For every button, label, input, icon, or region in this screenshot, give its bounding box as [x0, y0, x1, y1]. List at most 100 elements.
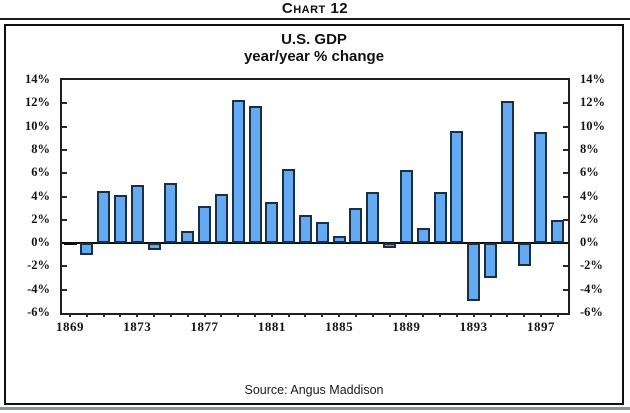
x-tick — [186, 313, 189, 317]
y-axis-label-left: 6% — [31, 165, 50, 180]
y-axis-label-right: 2% — [580, 211, 599, 226]
bar-1876 — [181, 231, 195, 244]
y-axis-label-left: -2% — [27, 258, 50, 273]
y-axis-label-right: 6% — [580, 165, 599, 180]
y-axis-label-right: 0% — [580, 235, 599, 250]
x-tick — [169, 313, 172, 317]
bar-1881 — [265, 202, 279, 244]
y-tick-right — [563, 148, 568, 151]
x-tick — [321, 313, 324, 317]
y-tick-left — [62, 195, 67, 198]
x-axis-label: 1885 — [325, 319, 354, 334]
x-tick — [422, 313, 425, 317]
bar-1884 — [315, 222, 329, 244]
bar-1871 — [97, 190, 111, 244]
bar-1891 — [433, 191, 447, 244]
bar-1879 — [231, 99, 245, 244]
bar-1897 — [534, 132, 548, 244]
x-tick — [388, 313, 391, 317]
y-axis-label-right: 12% — [580, 95, 605, 110]
bar-1883 — [298, 215, 312, 244]
x-axis-label: 1881 — [257, 319, 286, 334]
x-tick — [539, 313, 542, 317]
bar-1895 — [500, 100, 514, 244]
bar-1892 — [450, 131, 464, 244]
bar-1889 — [399, 169, 413, 244]
x-axis-label: 1893 — [459, 319, 488, 334]
x-tick — [119, 313, 122, 317]
bar-1896 — [517, 243, 531, 267]
bar-1886 — [349, 208, 363, 244]
source-note: Source: Angus Maddison — [244, 383, 384, 397]
x-tick — [287, 313, 290, 317]
y-axis-label-right: -6% — [580, 305, 603, 319]
x-tick — [556, 313, 559, 317]
y-tick-left — [62, 288, 67, 291]
y-axis-label-left: 14% — [25, 72, 50, 86]
y-axis-label-left: 4% — [31, 188, 50, 203]
x-tick — [220, 313, 223, 317]
bar-1877 — [198, 205, 212, 244]
y-tick-right — [563, 102, 568, 105]
x-tick — [85, 313, 88, 317]
x-tick — [371, 313, 374, 317]
x-tick — [102, 313, 105, 317]
bar-1882 — [282, 168, 296, 244]
x-tick — [203, 313, 206, 317]
y-tick-right — [563, 265, 568, 268]
zero-line — [62, 242, 568, 245]
y-tick-right — [563, 172, 568, 175]
x-axis-label: 1889 — [392, 319, 421, 334]
y-axis-label-left: 0% — [31, 235, 50, 250]
y-tick-left — [62, 148, 67, 151]
y-tick-left — [62, 172, 67, 175]
bar-1870 — [80, 243, 94, 255]
bar-1888 — [383, 243, 397, 248]
y-axis-label-left: 10% — [25, 118, 50, 133]
bar-1893 — [467, 243, 481, 302]
y-axis-label-left: 8% — [31, 141, 50, 156]
y-tick-left — [62, 265, 67, 268]
y-axis-label-right: -2% — [580, 258, 603, 273]
plot-area: 14% 14% 12% 12% 10% 10% 8% 8% 6% 6% 4% 4% 2% 2% 0% 0% -2… — [25, 72, 605, 334]
x-tick — [506, 313, 509, 317]
chart-subtitle: year/year % change — [243, 48, 385, 65]
x-tick — [153, 313, 156, 317]
y-tick-right — [563, 218, 568, 221]
x-axis-label: 1877 — [190, 319, 219, 334]
y-axis-label-right: -4% — [580, 281, 603, 296]
page-bottom-divider — [0, 407, 630, 410]
bar-1875 — [164, 182, 178, 244]
x-tick — [523, 313, 526, 317]
bar-1873 — [130, 184, 144, 244]
y-axis-label-right: 4% — [580, 188, 599, 203]
bar-1890 — [416, 227, 430, 244]
bar-1872 — [113, 195, 127, 244]
x-tick — [237, 313, 240, 317]
y-tick-left — [62, 125, 67, 128]
bar-1880 — [248, 105, 262, 244]
bar-1885 — [332, 236, 346, 244]
x-axis-label: 1873 — [123, 319, 152, 334]
bar-1878 — [214, 194, 228, 244]
y-tick-right — [563, 195, 568, 198]
y-axis-label-right: 10% — [580, 118, 605, 133]
y-axis-label-left: 2% — [31, 211, 50, 226]
y-axis-label-left: -6% — [27, 305, 50, 319]
x-tick — [455, 313, 458, 317]
x-tick — [489, 313, 492, 317]
x-tick — [338, 313, 341, 317]
bar-1869 — [63, 241, 77, 245]
y-tick-right — [563, 125, 568, 128]
x-tick — [136, 313, 139, 317]
x-axis-label: 1869 — [56, 319, 84, 334]
y-axis-label-left: 12% — [25, 95, 50, 110]
x-tick — [254, 313, 257, 317]
chart-panel: U.S. GDP year/year % change 14% 14% 12% 12%… — [4, 24, 624, 405]
y-axis-label-right: 14% — [580, 72, 605, 86]
chart-title: U.S. GDP — [281, 31, 347, 48]
header-divider — [0, 18, 630, 20]
x-tick — [69, 313, 71, 317]
chart-number-heading: Chart 12 — [281, 0, 349, 17]
